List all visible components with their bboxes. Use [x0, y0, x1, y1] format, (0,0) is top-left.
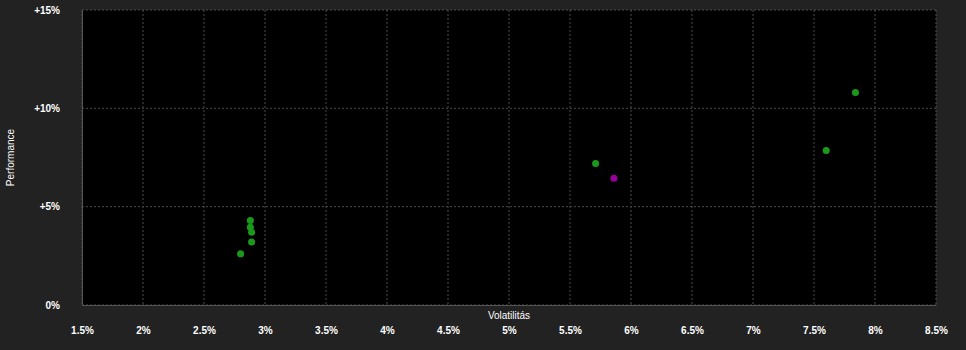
grid-line-x — [936, 10, 937, 305]
x-tick: 7.5% — [803, 305, 826, 336]
x-tick-label: 6.5% — [681, 325, 704, 336]
point — [237, 250, 244, 257]
x-tick: 8.5% — [925, 305, 948, 336]
grid-line-y — [82, 206, 936, 207]
x-tick: 6% — [624, 305, 639, 336]
x-tick: 4% — [380, 305, 395, 336]
grid-line-x — [387, 10, 388, 305]
point — [823, 147, 830, 154]
grid-line-x — [265, 10, 266, 305]
x-tick: 6.5% — [681, 305, 704, 336]
y-axis-title: Performance — [5, 128, 16, 186]
point — [247, 217, 254, 224]
x-tick-label: 1.5% — [71, 325, 94, 336]
x-tick: 3% — [258, 305, 273, 336]
grid-line-x — [692, 10, 693, 305]
grid-line-y — [82, 305, 936, 306]
x-tick: 7% — [746, 305, 761, 336]
x-tick: 4.5% — [437, 305, 460, 336]
point — [852, 89, 859, 96]
y-tick-label: +5% — [40, 201, 60, 212]
x-tick-label: 7% — [746, 325, 761, 336]
x-axis-title: Volatilitás — [488, 310, 530, 321]
x-tick-label: 8.5% — [925, 325, 948, 336]
x-tick-label: 3% — [258, 325, 273, 336]
grid-line-x — [448, 10, 449, 305]
x-tick-label: 7.5% — [803, 325, 826, 336]
y-tick: +15% — [34, 5, 82, 16]
point — [610, 175, 617, 182]
grid-line-x — [570, 10, 571, 305]
y-axis-line — [82, 11, 83, 306]
background — [0, 0, 966, 350]
point — [248, 239, 255, 246]
grid-line-y — [82, 10, 936, 11]
x-tick: 5.5% — [559, 305, 582, 336]
x-tick-label: 4% — [380, 325, 395, 336]
y-tick-label: +10% — [34, 103, 60, 114]
x-tick-label: 2.5% — [193, 325, 216, 336]
grid-line-y — [82, 108, 936, 109]
y-tick: +5% — [40, 201, 82, 212]
x-axis-line — [83, 305, 937, 306]
grid-line-x — [143, 10, 144, 305]
grid-line-x — [875, 10, 876, 305]
x-tick-label: 6% — [624, 325, 639, 336]
point — [248, 229, 255, 236]
x-tick: 3.5% — [315, 305, 338, 336]
points — [237, 89, 859, 257]
x-tick-label: 5.5% — [559, 325, 582, 336]
x-axis: 1.5% 2% 2.5% 3% 3.5% 4% 4.5% 5% 5.5% 6% 6.5% 7% 7.5%… — [71, 305, 948, 336]
x-tick: 1.5% — [71, 305, 94, 336]
grid-line-x — [631, 10, 632, 305]
grid-line-x — [204, 10, 205, 305]
y-tick-label: 0% — [46, 300, 61, 311]
grid — [82, 10, 936, 305]
x-tick: 2% — [136, 305, 151, 336]
x-tick: 8% — [868, 305, 883, 336]
grid-line-x — [509, 10, 510, 305]
grid-line-x — [814, 10, 815, 305]
x-tick: 2.5% — [193, 305, 216, 336]
grid-line-x — [82, 10, 83, 305]
y-axis: 0% +5% +10% +15% — [34, 5, 82, 311]
x-tick-label: 3.5% — [315, 325, 338, 336]
plot-area — [82, 10, 936, 305]
grid-line-x — [753, 10, 754, 305]
x-tick-label: 2% — [136, 325, 151, 336]
x-tick-label: 5% — [502, 325, 517, 336]
y-tick: 0% — [46, 300, 82, 311]
y-tick-label: +15% — [34, 5, 60, 16]
grid-line-x — [326, 10, 327, 305]
x-tick-label: 8% — [868, 325, 883, 336]
point — [592, 160, 599, 167]
chart: 1.5% 2% 2.5% 3% 3.5% 4% 4.5% 5% 5.5% 6% 6.5% 7% 7.5%… — [0, 0, 966, 350]
y-tick: +10% — [34, 103, 82, 114]
x-tick-label: 4.5% — [437, 325, 460, 336]
